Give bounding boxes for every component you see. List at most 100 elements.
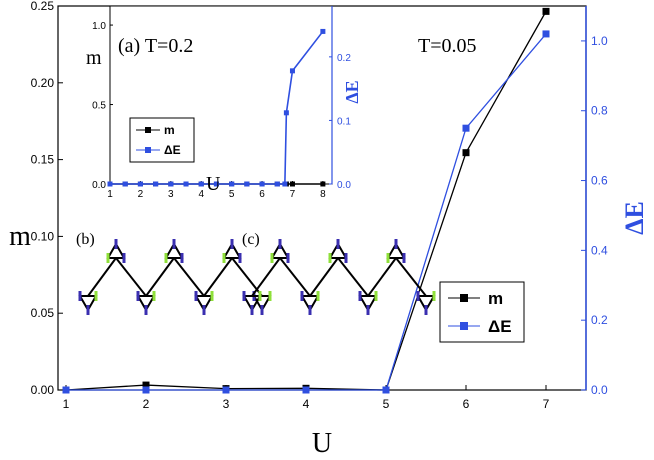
inset-y-ticks-right: 0.0 0.1 0.2 bbox=[329, 53, 351, 191]
inset-series-de-point bbox=[153, 181, 159, 187]
inset-series-de-point bbox=[289, 68, 295, 74]
lattice-c-bond bbox=[309, 257, 339, 297]
inset-legend-m-label: m bbox=[164, 123, 175, 137]
inset-plot: 1 2 3 4 5 6 7 8 0.0 0.5 1.0 0.0 0.1 0.2 U m ΔE (a) … bbox=[86, 5, 362, 200]
main-y-right-axis-title: ΔE bbox=[620, 201, 649, 235]
main-y-axis-title: m bbox=[9, 221, 31, 252]
main-series-de-point bbox=[302, 386, 310, 394]
inset-legend-m-marker bbox=[145, 127, 151, 133]
main-y-tick-label: 0.05 bbox=[31, 306, 55, 320]
main-legend-m-marker bbox=[460, 294, 468, 302]
inset-x-tick-label: 1 bbox=[107, 189, 113, 200]
main-x-tick-label: 7 bbox=[543, 397, 550, 411]
main-legend-de-marker bbox=[460, 322, 468, 330]
lattice-c-bond bbox=[251, 257, 281, 297]
main-x-tick-label: 2 bbox=[143, 397, 150, 411]
inset-y-tick-label: 0.5 bbox=[92, 101, 106, 112]
main-series-m-point bbox=[142, 381, 150, 389]
lattice-c-bond bbox=[337, 257, 369, 297]
inset-series-de-point bbox=[320, 28, 326, 34]
main-y-right-tick-label: 0.6 bbox=[591, 174, 608, 188]
inset-series-m-point bbox=[289, 181, 295, 187]
inset-x-tick-label: 7 bbox=[290, 189, 296, 200]
lattice-b-bond bbox=[203, 257, 233, 297]
inset-series-de-point bbox=[107, 181, 113, 187]
lattice-c-bond bbox=[279, 257, 311, 297]
main-series-de-point bbox=[462, 124, 470, 132]
inset-series bbox=[107, 28, 326, 187]
lattice-c bbox=[242, 239, 436, 315]
main-series-m-point bbox=[542, 7, 550, 15]
main-y-tick-label: 0.00 bbox=[31, 383, 55, 397]
inset-legend-de-label: ΔE bbox=[164, 143, 181, 157]
lattice-c-bond bbox=[395, 257, 427, 297]
main-series-de-point bbox=[62, 386, 70, 394]
inset-y-axis-title: m bbox=[86, 47, 102, 69]
main-y-right-tick-label: 0.4 bbox=[591, 243, 608, 257]
inset-series-de-point bbox=[168, 181, 174, 187]
main-series-de-point bbox=[382, 386, 390, 394]
inset-legend-de-marker bbox=[145, 147, 151, 153]
main-y-right-tick-label: 0.0 bbox=[591, 383, 608, 397]
main-series bbox=[62, 7, 550, 394]
inset-series-de-point bbox=[198, 181, 204, 187]
inset-series-de-point bbox=[283, 110, 289, 116]
inset-series-de-point bbox=[274, 181, 280, 187]
main-x-tick-label: 6 bbox=[463, 397, 470, 411]
inset-y-tick-label: 0.0 bbox=[92, 180, 106, 191]
main-x-axis-title: U bbox=[312, 428, 332, 459]
main-x-tick-label: 4 bbox=[303, 397, 310, 411]
inset-series-de-point bbox=[122, 181, 128, 187]
inset-x-tick-label: 8 bbox=[320, 189, 326, 200]
main-y-tick-label: 0.15 bbox=[31, 153, 55, 167]
main-series-de-point bbox=[222, 386, 230, 394]
inset-series-m-point bbox=[320, 181, 326, 187]
lattice-c-bond bbox=[367, 257, 397, 297]
main-x-tick-label: 1 bbox=[63, 397, 70, 411]
main-y-right-tick-label: 0.8 bbox=[591, 104, 608, 118]
lattice-b-bond bbox=[173, 257, 205, 297]
main-legend-box bbox=[439, 281, 525, 343]
main-legend-de-label: ΔE bbox=[488, 317, 512, 336]
main-y-tick-label: 0.10 bbox=[31, 229, 55, 243]
main-series-de-point bbox=[542, 30, 550, 38]
inset-series-de-point bbox=[183, 181, 189, 187]
main-annotation: T=0.05 bbox=[418, 35, 477, 57]
inset-y-tick-label: 1.0 bbox=[92, 21, 106, 32]
inset-x-tick-label: 4 bbox=[198, 189, 204, 200]
inset-x-tick-label: 5 bbox=[229, 189, 235, 200]
inset-series-de-point bbox=[282, 181, 288, 187]
inset-y-right-tick-label: 0.1 bbox=[337, 116, 351, 127]
main-legend-m-label: m bbox=[488, 289, 503, 308]
lattice-b-bond bbox=[87, 257, 117, 297]
inset-series-de-line bbox=[110, 30, 324, 185]
main-x-tick-label: 3 bbox=[223, 397, 230, 411]
inset-y-right-axis-title: ΔE bbox=[342, 80, 362, 103]
main-x-tick-label: 5 bbox=[383, 397, 390, 411]
lattice-b bbox=[78, 239, 272, 315]
inset-x-tick-label: 6 bbox=[259, 189, 265, 200]
lattice-b-bond bbox=[231, 257, 263, 297]
main-legend: m ΔE bbox=[439, 281, 525, 343]
inset-y-right-tick-label: 0.2 bbox=[337, 53, 351, 64]
inset-series-de-point bbox=[137, 181, 143, 187]
main-y-tick-label: 0.20 bbox=[31, 76, 55, 90]
main-y-right-tick-label: 1.0 bbox=[591, 34, 608, 48]
inset-series-de-point bbox=[213, 181, 219, 187]
lattice-b-bond bbox=[145, 257, 175, 297]
inset-legend: m ΔE bbox=[129, 117, 195, 163]
main-y-ticks-right: 0.0 0.2 0.4 0.6 0.8 1.0 bbox=[581, 34, 608, 397]
inset-annotation: (a) T=0.2 bbox=[118, 35, 193, 57]
main-y-ticks: 0.00 0.05 0.10 0.15 0.20 0.25 bbox=[31, 0, 63, 397]
inset-legend-box bbox=[129, 117, 195, 163]
panel-c-label: (c) bbox=[242, 231, 260, 248]
inset-y-right-tick-label: 0.0 bbox=[337, 180, 351, 191]
inset-x-axis-title: U bbox=[206, 173, 221, 195]
lattice-b-bond bbox=[115, 257, 147, 297]
main-y-tick-label: 0.25 bbox=[31, 0, 55, 13]
main-y-right-tick-label: 0.2 bbox=[591, 313, 608, 327]
inset-x-tick-label: 2 bbox=[138, 189, 144, 200]
inset-series-de-point bbox=[244, 181, 250, 187]
